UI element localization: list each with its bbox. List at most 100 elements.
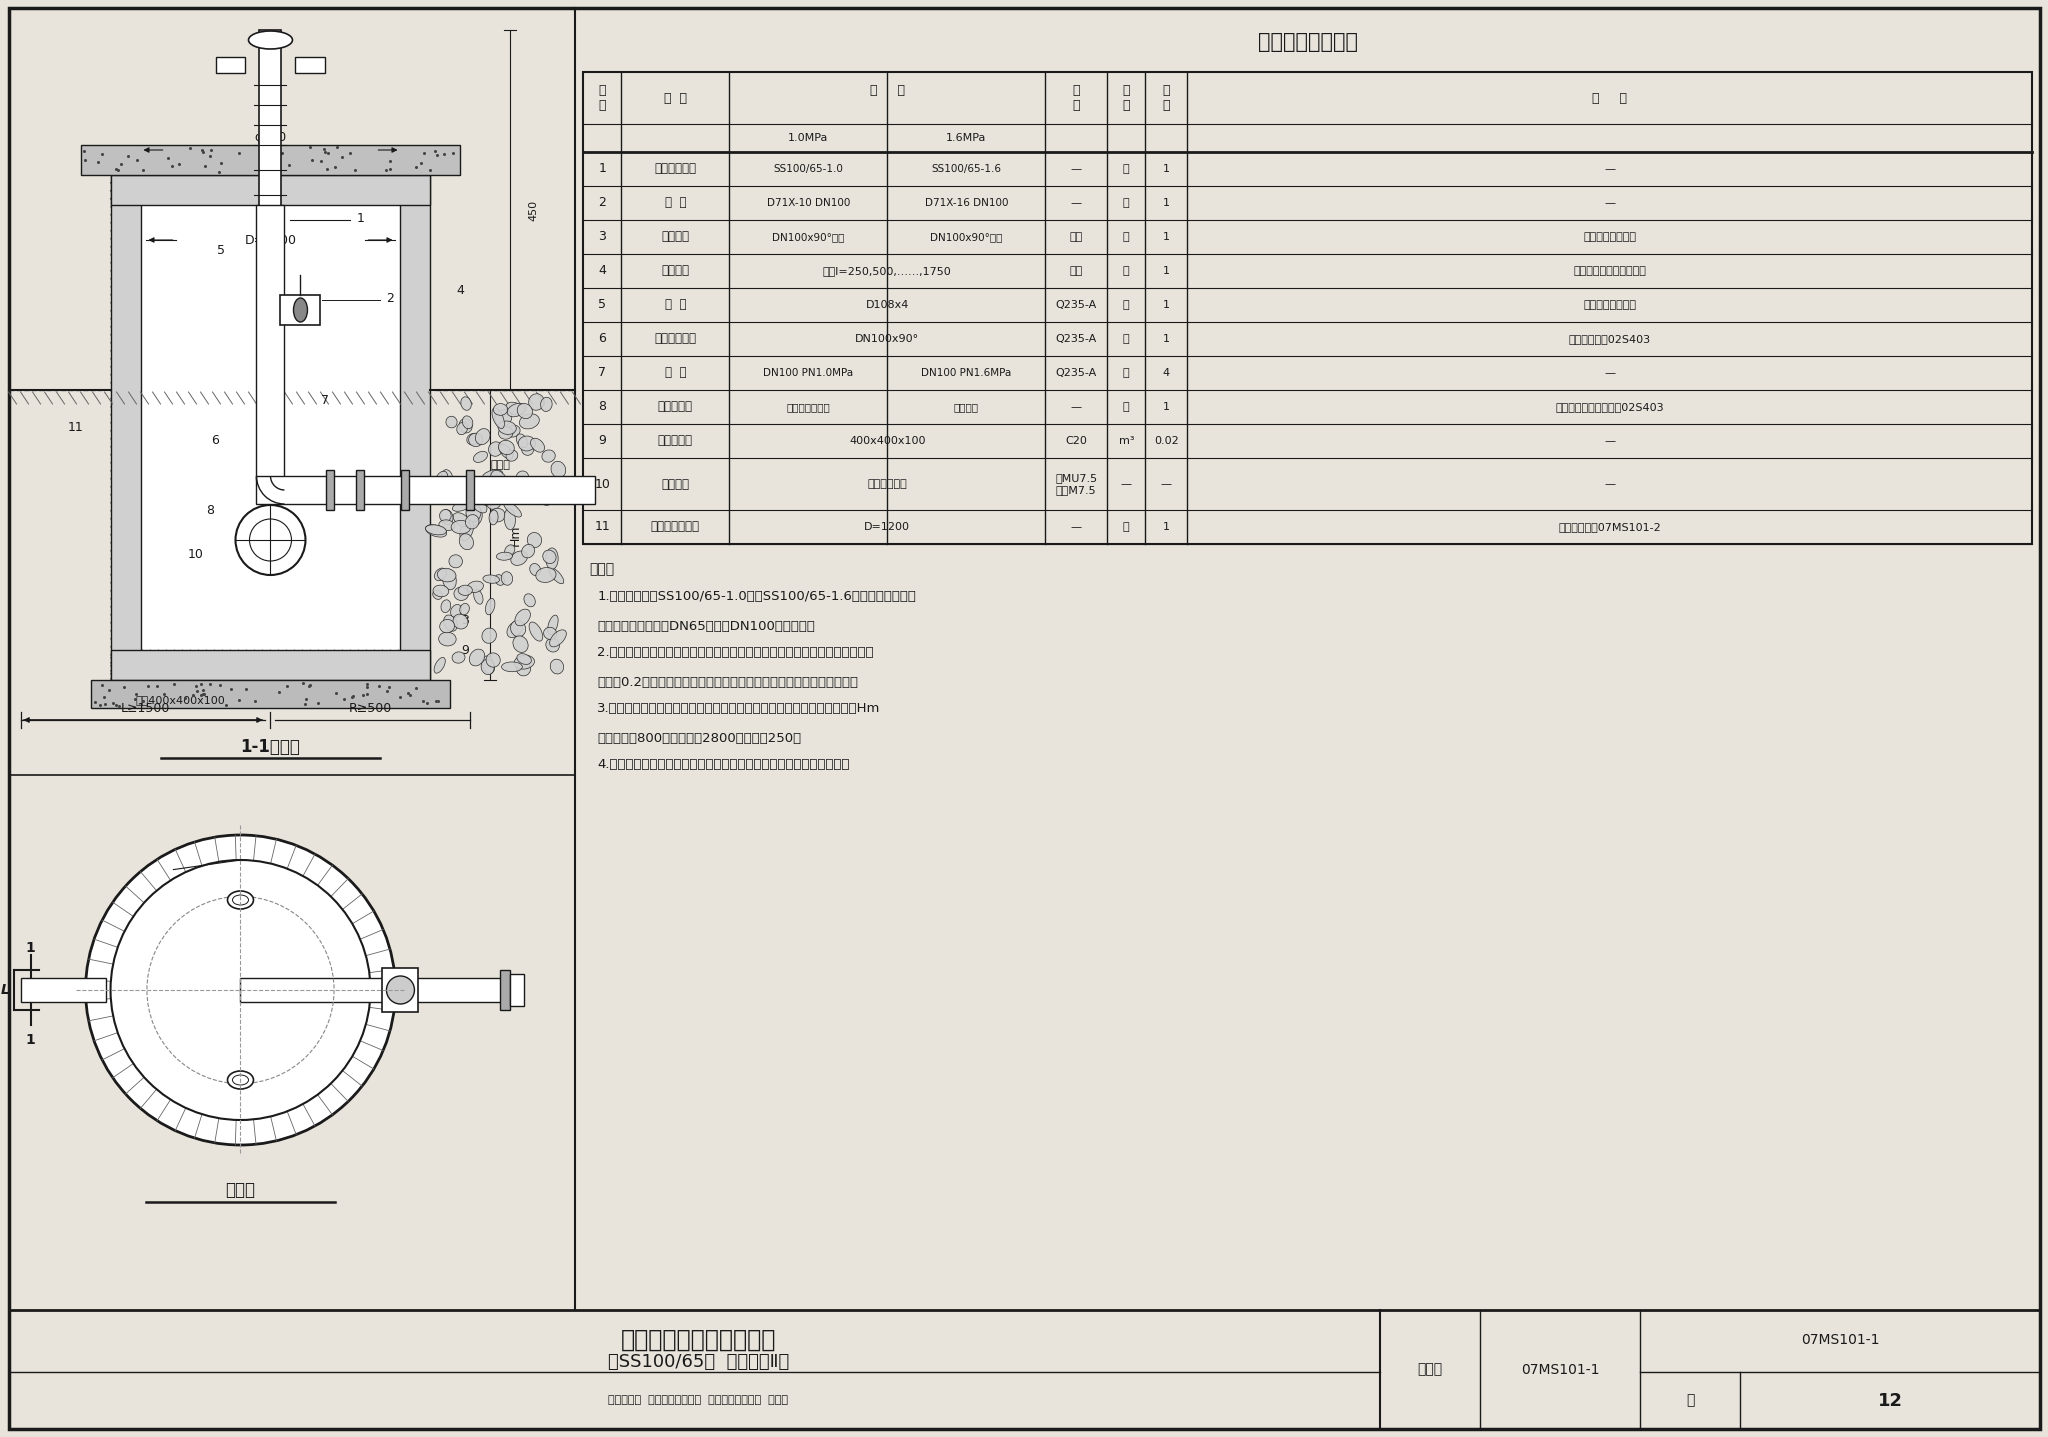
Ellipse shape — [477, 496, 498, 506]
Ellipse shape — [545, 547, 559, 569]
Bar — [256, 476, 596, 504]
Text: —: — — [1071, 164, 1081, 174]
Text: 详见国标图集02S403: 详见国标图集02S403 — [1569, 333, 1651, 343]
Ellipse shape — [434, 658, 444, 673]
Ellipse shape — [489, 441, 502, 457]
Bar — [356, 470, 365, 510]
Text: DN100 PN1.6MPa: DN100 PN1.6MPa — [922, 368, 1012, 378]
Ellipse shape — [520, 414, 539, 428]
Text: 由设计人选定长度: 由设计人选定长度 — [1583, 300, 1636, 310]
Text: 4.　本图适用于厂区或生活小区内消火栓与给水干管紧凑布置的情况。: 4. 本图适用于厂区或生活小区内消火栓与给水干管紧凑布置的情况。 — [598, 757, 850, 772]
Text: 说明：: 说明： — [590, 562, 614, 576]
Ellipse shape — [438, 484, 455, 503]
Ellipse shape — [496, 410, 512, 427]
Ellipse shape — [518, 435, 535, 451]
Text: —: — — [1071, 522, 1081, 532]
Ellipse shape — [514, 609, 530, 625]
Bar — [401, 175, 430, 680]
Ellipse shape — [496, 575, 504, 585]
Text: L: L — [2, 983, 10, 997]
Text: 个: 个 — [1122, 368, 1130, 378]
Text: —: — — [1604, 368, 1616, 378]
Bar — [260, 30, 281, 389]
Text: —: — — [1604, 479, 1616, 489]
Circle shape — [86, 835, 395, 1145]
Text: 座: 座 — [1122, 522, 1130, 532]
Ellipse shape — [530, 438, 545, 453]
Text: 砖砂支墩: 砖砂支墩 — [662, 477, 690, 490]
Text: 圆形立式闸阀井: 圆形立式闸阀井 — [651, 520, 700, 533]
Text: 支墩400x400x100: 支墩400x400x100 — [135, 696, 225, 706]
Text: Q235-A: Q235-A — [1055, 368, 1098, 378]
Text: 个: 个 — [1122, 231, 1130, 241]
Bar — [20, 979, 106, 1002]
Ellipse shape — [549, 568, 563, 583]
Ellipse shape — [227, 891, 254, 910]
Ellipse shape — [481, 628, 496, 644]
Ellipse shape — [512, 635, 528, 652]
Ellipse shape — [227, 1071, 254, 1089]
Ellipse shape — [551, 660, 563, 674]
Ellipse shape — [438, 520, 455, 530]
Ellipse shape — [504, 509, 516, 530]
Ellipse shape — [485, 598, 496, 615]
Text: —: — — [1161, 479, 1171, 489]
Ellipse shape — [469, 489, 481, 502]
Ellipse shape — [514, 655, 535, 670]
Ellipse shape — [516, 661, 530, 675]
Text: 07MS101-1: 07MS101-1 — [1800, 1334, 1880, 1346]
Text: D71X-16 DN100: D71X-16 DN100 — [924, 198, 1008, 208]
Bar — [401, 470, 410, 510]
Ellipse shape — [504, 545, 514, 556]
Text: 个: 个 — [1122, 333, 1130, 343]
Text: 1: 1 — [1163, 266, 1169, 276]
Ellipse shape — [516, 654, 530, 664]
Ellipse shape — [508, 404, 526, 417]
Text: —: — — [1604, 164, 1616, 174]
Text: Q235-A: Q235-A — [1055, 333, 1098, 343]
Ellipse shape — [516, 434, 528, 448]
Circle shape — [387, 976, 414, 1004]
Text: —: — — [1604, 435, 1616, 445]
Text: R≥500: R≥500 — [348, 701, 391, 714]
Text: 个: 个 — [1122, 266, 1130, 276]
Ellipse shape — [455, 483, 469, 499]
Bar — [467, 470, 475, 510]
Text: 规     格: 规 格 — [870, 83, 905, 96]
Ellipse shape — [432, 585, 449, 596]
Text: 7: 7 — [598, 366, 606, 379]
Ellipse shape — [442, 569, 457, 589]
Text: 2: 2 — [598, 197, 606, 210]
Ellipse shape — [528, 622, 543, 641]
Ellipse shape — [440, 470, 453, 490]
Text: 地上式消火栓: 地上式消火栓 — [655, 162, 696, 175]
Text: DN100x90°双盘: DN100x90°双盘 — [772, 231, 844, 241]
Text: 套: 套 — [1122, 164, 1130, 174]
Ellipse shape — [483, 479, 498, 493]
Bar — [111, 650, 430, 680]
Text: 根: 根 — [1122, 300, 1130, 310]
Ellipse shape — [498, 440, 514, 454]
Bar — [500, 970, 510, 1010]
Ellipse shape — [440, 619, 455, 632]
Ellipse shape — [508, 621, 522, 638]
Text: 400x400x100: 400x400x100 — [850, 435, 926, 445]
Ellipse shape — [248, 32, 293, 49]
Ellipse shape — [481, 657, 496, 674]
Ellipse shape — [506, 450, 518, 461]
Text: 进水口: 进水口 — [489, 460, 510, 470]
Ellipse shape — [530, 480, 545, 502]
Ellipse shape — [489, 509, 506, 522]
Text: C20: C20 — [1065, 435, 1087, 445]
Text: 1: 1 — [598, 162, 606, 175]
Ellipse shape — [444, 615, 457, 631]
Text: 法  兰: 法 兰 — [666, 366, 686, 379]
Ellipse shape — [471, 491, 481, 504]
Ellipse shape — [432, 591, 442, 599]
Ellipse shape — [504, 502, 522, 517]
Ellipse shape — [440, 510, 453, 525]
Text: 用0.2厚塑料薄膜包严，其余管道和管件的防腐做法由设计人确定。: 用0.2厚塑料薄膜包严，其余管道和管件的防腐做法由设计人确定。 — [598, 675, 858, 688]
Text: 1: 1 — [356, 211, 365, 224]
Circle shape — [250, 519, 291, 560]
Ellipse shape — [489, 510, 498, 525]
